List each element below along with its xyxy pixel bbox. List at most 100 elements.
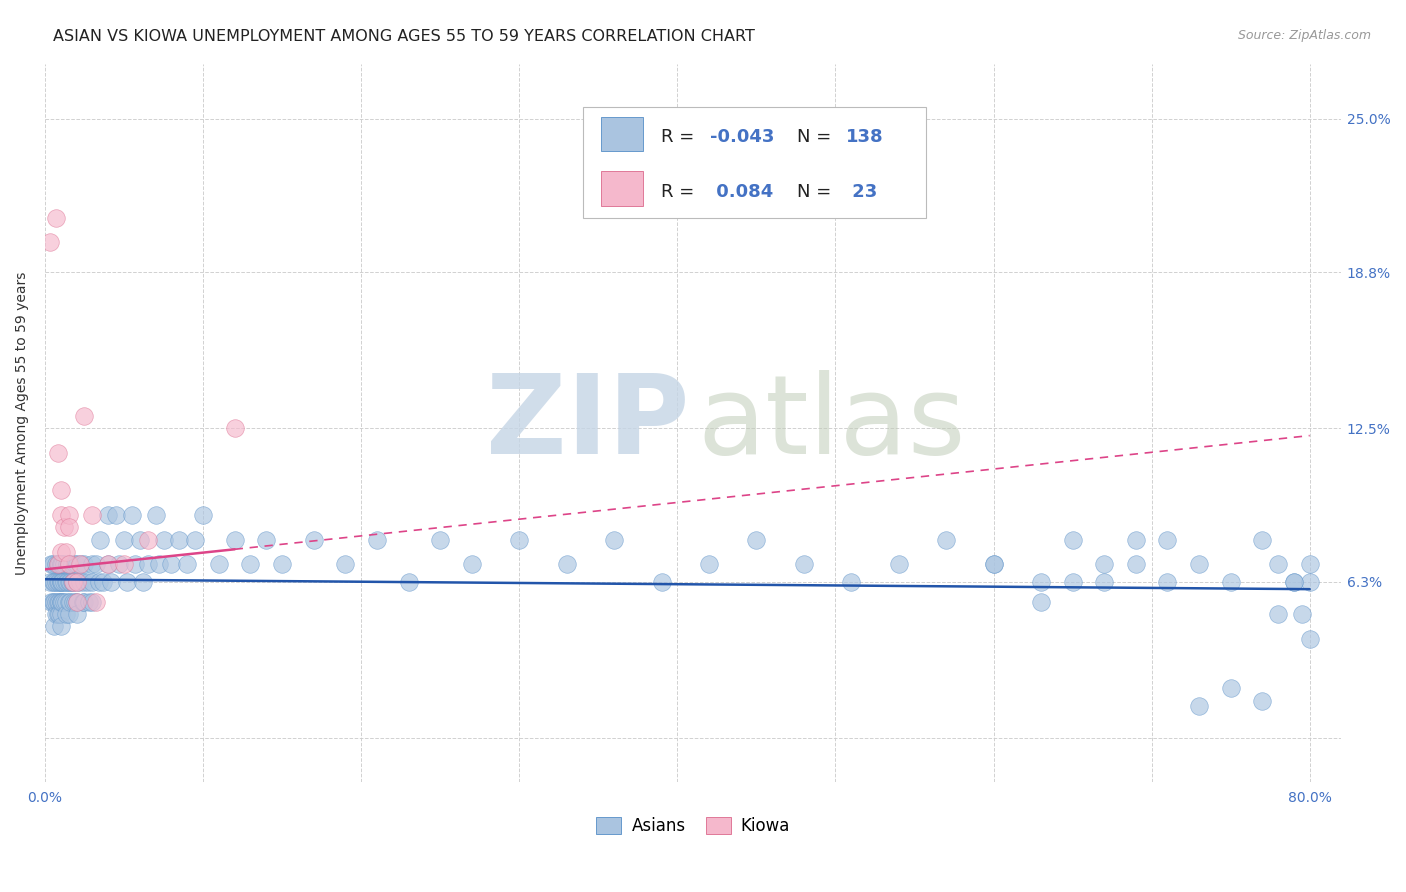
Point	[398, 574, 420, 589]
Point	[58, 508, 80, 522]
Point	[48, 558, 70, 572]
Point	[1156, 533, 1178, 547]
Point	[62, 594, 84, 608]
Text: -0.043: -0.043	[710, 128, 775, 146]
Point	[46, 446, 69, 460]
Point	[77, 594, 100, 608]
Point	[56, 574, 79, 589]
Point	[49, 619, 72, 633]
Point	[70, 558, 93, 572]
Point	[839, 574, 862, 589]
Point	[49, 574, 72, 589]
Point	[745, 533, 768, 547]
Point	[87, 574, 110, 589]
Point	[65, 607, 87, 621]
Point	[82, 574, 104, 589]
Point	[65, 594, 87, 608]
FancyBboxPatch shape	[602, 171, 643, 206]
Point	[136, 558, 159, 572]
Point	[97, 508, 120, 522]
Point	[935, 533, 957, 547]
Point	[1125, 558, 1147, 572]
Point	[63, 594, 86, 608]
Point	[73, 574, 96, 589]
Point	[58, 594, 80, 608]
Point	[44, 574, 66, 589]
Text: R =: R =	[661, 128, 700, 146]
Point	[1219, 574, 1241, 589]
Point	[1062, 574, 1084, 589]
FancyBboxPatch shape	[583, 107, 927, 219]
Point	[461, 558, 484, 572]
Legend: Asians, Kiowa: Asians, Kiowa	[596, 817, 790, 835]
Point	[89, 533, 111, 547]
Point	[46, 607, 69, 621]
Point	[73, 409, 96, 423]
Point	[65, 594, 87, 608]
Text: 23: 23	[846, 183, 877, 201]
Point	[49, 574, 72, 589]
Point	[1062, 533, 1084, 547]
Point	[46, 558, 69, 572]
Point	[46, 594, 69, 608]
Y-axis label: Unemployment Among Ages 55 to 59 years: Unemployment Among Ages 55 to 59 years	[15, 271, 30, 574]
Point	[366, 533, 388, 547]
Point	[58, 558, 80, 572]
Text: atlas: atlas	[697, 369, 966, 476]
Point	[49, 508, 72, 522]
Point	[1092, 558, 1115, 572]
Point	[1267, 607, 1289, 621]
Point	[52, 574, 75, 589]
Point	[73, 558, 96, 572]
Point	[59, 594, 82, 608]
Point	[1251, 533, 1274, 547]
Point	[335, 558, 357, 572]
Point	[1029, 574, 1052, 589]
Point	[42, 558, 65, 572]
Point	[58, 574, 80, 589]
Point	[62, 574, 84, 589]
Point	[887, 558, 910, 572]
Point	[1282, 574, 1305, 589]
Point	[48, 574, 70, 589]
Point	[145, 508, 167, 522]
Point	[58, 558, 80, 572]
Point	[44, 619, 66, 633]
Point	[112, 533, 135, 547]
Point	[93, 574, 115, 589]
Point	[1156, 574, 1178, 589]
Point	[254, 533, 277, 547]
Point	[84, 594, 107, 608]
Point	[1188, 698, 1211, 713]
Point	[224, 421, 246, 435]
Point	[1092, 574, 1115, 589]
Point	[84, 558, 107, 572]
Point	[65, 558, 87, 572]
Point	[49, 594, 72, 608]
Text: R =: R =	[661, 183, 700, 201]
Point	[1219, 681, 1241, 696]
Point	[42, 594, 65, 608]
Point	[69, 558, 91, 572]
Text: ASIAN VS KIOWA UNEMPLOYMENT AMONG AGES 55 TO 59 YEARS CORRELATION CHART: ASIAN VS KIOWA UNEMPLOYMENT AMONG AGES 5…	[53, 29, 755, 44]
Point	[100, 574, 122, 589]
Point	[184, 533, 207, 547]
Point	[1282, 574, 1305, 589]
Point	[49, 558, 72, 572]
Text: Source: ZipAtlas.com: Source: ZipAtlas.com	[1237, 29, 1371, 42]
Point	[148, 558, 170, 572]
Point	[1291, 607, 1313, 621]
Point	[224, 533, 246, 547]
Point	[82, 594, 104, 608]
Point	[112, 558, 135, 572]
Point	[55, 594, 77, 608]
Point	[97, 558, 120, 572]
Point	[1299, 558, 1322, 572]
Point	[82, 508, 104, 522]
Point	[56, 558, 79, 572]
Point	[38, 574, 60, 589]
Point	[651, 574, 673, 589]
Point	[508, 533, 530, 547]
Point	[52, 558, 75, 572]
Point	[603, 533, 626, 547]
